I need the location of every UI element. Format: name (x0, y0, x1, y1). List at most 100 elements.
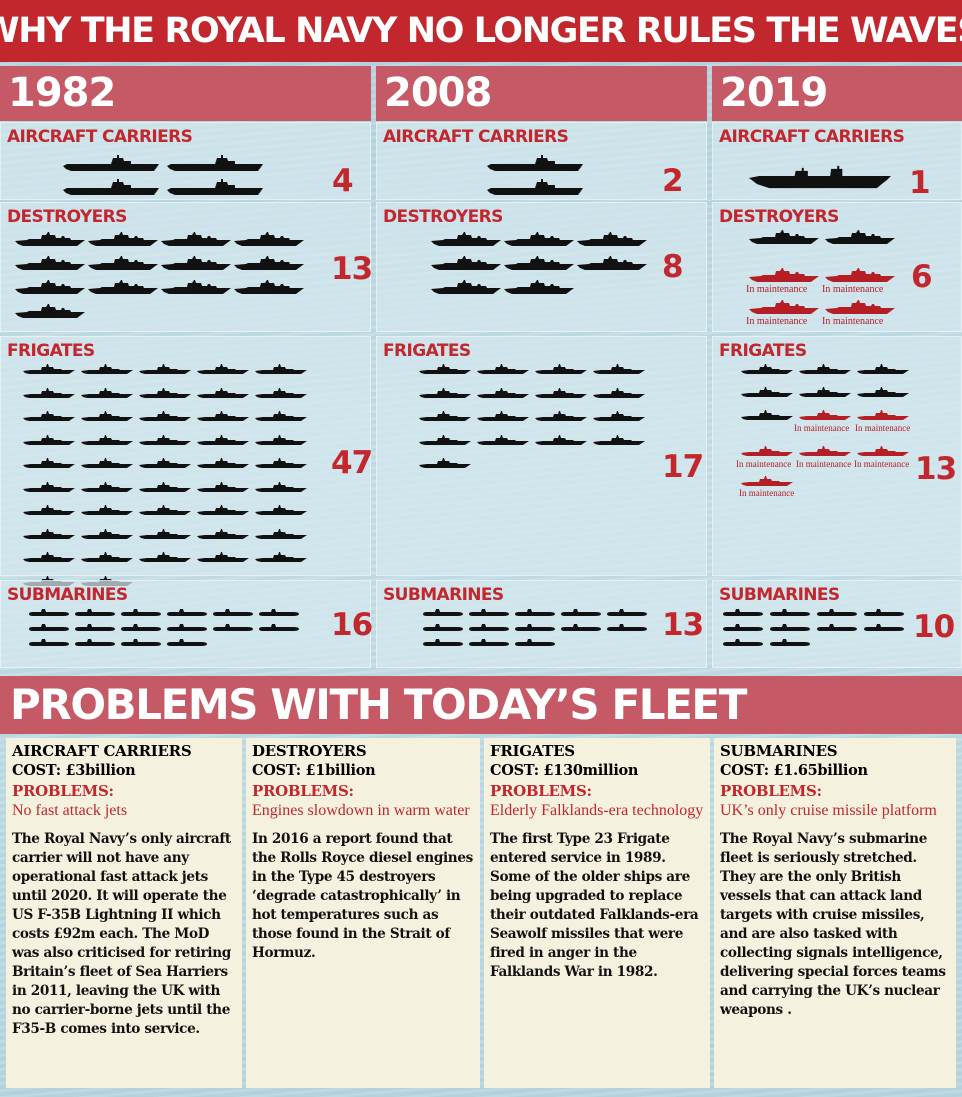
problem-card-submarines: SUBMARINES COST: £1.65billion PROBLEMS: … (714, 738, 956, 1088)
frigate-ship-icon (23, 528, 75, 540)
submarine-ship-icon (75, 609, 115, 617)
frigate-ship-icon (197, 457, 249, 469)
destroyer-ship-icon (825, 229, 895, 245)
destroyer-ship-icon (577, 255, 647, 271)
frigate-ship-icon (23, 504, 75, 516)
submarine-ship-icon (167, 609, 207, 617)
year-header-1982: 1982 (0, 66, 371, 121)
frigate-ship-icon (255, 551, 307, 563)
submarine-ship-icon (770, 609, 810, 617)
cell-1982-submarines: SUBMARINES 16 (0, 580, 373, 668)
problem-body: The Royal Navy’s submarine fleet is seri… (720, 831, 946, 1018)
submarine-ship-icon (121, 639, 161, 647)
problem-body: The Royal Navy’s only aircraft carrier w… (12, 831, 231, 1037)
frigate-ship-icon (197, 528, 249, 540)
submarine-ship-icon (259, 609, 299, 617)
category-label: SUBMARINES (7, 585, 128, 605)
frigate-ship-icon (255, 528, 307, 540)
frigate-ship-icon (81, 457, 133, 469)
submarine-ship-icon (213, 609, 253, 617)
destroyer-ship-icon (431, 279, 501, 295)
problem-card-frigates: FRIGATES COST: £130million PROBLEMS: Eld… (484, 738, 710, 1088)
year-header-2008: 2008 (376, 66, 707, 121)
frigate-ship-icon (255, 387, 307, 399)
frigate-ship-icon (23, 481, 75, 493)
frigate-ship-icon (419, 457, 471, 469)
cell-1982-destroyers: DESTROYERS 13 (0, 202, 373, 332)
frigate-maintenance-icon (799, 409, 851, 421)
problem-summary: Elderly Falklands-era technology (490, 802, 704, 819)
frigate-ship-icon (23, 387, 75, 399)
destroyer-ship-icon (88, 231, 158, 247)
frigate-ship-icon (477, 363, 529, 375)
frigate-ship-icon (255, 481, 307, 493)
count-2008-carriers: 2 (662, 163, 684, 199)
category-label: FRIGATES (383, 341, 471, 361)
frigate-ship-icon (535, 363, 587, 375)
submarine-ship-icon (515, 639, 555, 647)
frigate-ship-icon (139, 504, 191, 516)
maintenance-label: In maintenance (746, 316, 808, 327)
frigate-ship-icon (81, 387, 133, 399)
category-label: FRIGATES (719, 341, 807, 361)
frigate-ship-icon (139, 410, 191, 422)
category-label: AIRCRAFT CARRIERS (7, 127, 193, 147)
frigate-ship-icon (139, 528, 191, 540)
frigate-ship-icon (81, 528, 133, 540)
frigate-ship-icon (81, 481, 133, 493)
carrier-ship-icon (165, 153, 265, 173)
submarine-ship-icon (469, 624, 509, 632)
frigate-maintenance-icon (799, 445, 851, 457)
problem-title: SUBMARINES (720, 742, 838, 760)
submarine-ship-icon (423, 624, 463, 632)
frigate-ship-icon (535, 410, 587, 422)
category-label: FRIGATES (7, 341, 95, 361)
destroyer-ship-icon (15, 303, 85, 319)
submarine-ship-icon (864, 624, 904, 632)
frigate-ship-icon (23, 410, 75, 422)
problem-cost: COST: £3billion (12, 762, 136, 779)
submarine-ship-icon (770, 639, 810, 647)
problems-label: PROBLEMS: (252, 782, 354, 800)
frigate-ship-icon (255, 434, 307, 446)
frigate-ship-icon (477, 434, 529, 446)
frigate-ship-icon (197, 387, 249, 399)
frigate-ship-icon (139, 363, 191, 375)
submarine-ship-icon (515, 609, 555, 617)
problem-card-carriers: AIRCRAFT CARRIERS COST: £3billion PROBLE… (6, 738, 242, 1088)
destroyer-ship-icon (577, 231, 647, 247)
count-1982-frigates: 47 (331, 445, 373, 481)
frigate-ship-icon (81, 551, 133, 563)
problem-summary: Engines slowdown in warm water (252, 802, 470, 819)
submarine-ship-icon (469, 639, 509, 647)
category-label: DESTROYERS (719, 207, 839, 227)
maintenance-label: In maintenance (855, 423, 911, 433)
frigate-ship-icon (419, 434, 471, 446)
frigate-ship-icon (535, 434, 587, 446)
frigate-ship-icon (255, 410, 307, 422)
destroyer-ship-icon (431, 231, 501, 247)
problem-card-destroyers: DESTROYERS COST: £1billion PROBLEMS: Eng… (246, 738, 480, 1088)
submarine-ship-icon (423, 639, 463, 647)
submarine-ship-icon (561, 624, 601, 632)
frigate-ship-icon (139, 457, 191, 469)
frigate-ship-icon (741, 409, 793, 421)
destroyer-ship-icon (161, 279, 231, 295)
cell-1982-frigates: FRIGATES 47 (0, 336, 373, 576)
destroyer-ship-icon (161, 231, 231, 247)
frigate-ship-icon (81, 504, 133, 516)
submarine-ship-icon (29, 639, 69, 647)
destroyer-ship-icon (234, 231, 304, 247)
carrier-ship-icon (485, 153, 585, 173)
frigate-ship-icon (419, 363, 471, 375)
problems-label: PROBLEMS: (720, 782, 822, 800)
submarine-ship-icon (515, 624, 555, 632)
frigate-ship-icon (81, 434, 133, 446)
destroyer-maintenance-icon (749, 267, 819, 283)
frigate-ship-icon (139, 387, 191, 399)
count-2008-destroyers: 8 (662, 249, 684, 285)
frigate-ship-icon (593, 363, 645, 375)
frigate-maintenance-icon (741, 445, 793, 457)
destroyer-ship-icon (15, 255, 85, 271)
submarine-ship-icon (167, 639, 207, 647)
